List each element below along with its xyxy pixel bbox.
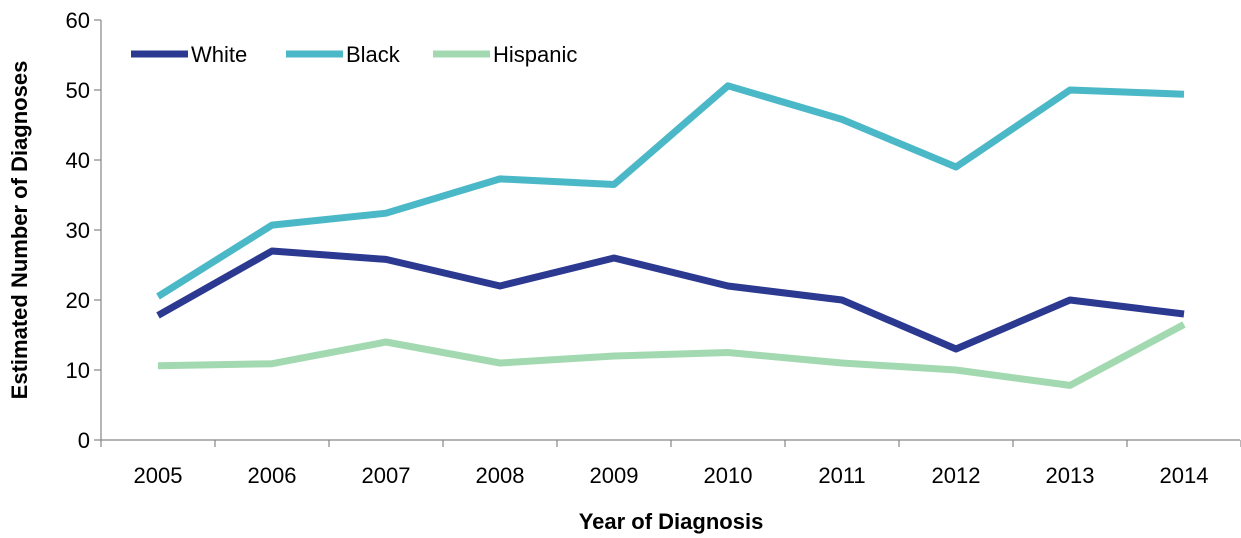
x-tick-label: 2012 [932,463,981,488]
x-tick-label: 2006 [248,463,297,488]
y-tick-label: 60 [66,8,90,33]
series-line-hispanic [157,321,1186,389]
x-tick-label: 2009 [590,463,639,488]
legend-label-hispanic: Hispanic [493,42,577,67]
x-tick-label: 2010 [704,463,753,488]
y-tick-label: 20 [66,288,90,313]
y-tick-label: 0 [78,428,90,453]
y-tick-label: 50 [66,78,90,103]
legend-label-black: Black [346,42,401,67]
y-tick-label: 10 [66,358,90,383]
y-ticks: 0 10 20 30 40 50 60 [66,8,101,453]
series-line-white [156,247,1185,353]
series-line-black [156,82,1185,300]
x-axis-title: Year of Diagnosis [579,509,764,534]
y-tick-label: 40 [66,148,90,173]
legend-label-white: White [191,42,247,67]
series-layer [156,82,1186,389]
legend: White Black Hispanic [131,42,577,67]
x-ticks: 2005 2006 2007 2008 2009 2010 2011 2012 2013 2014 [100,440,1241,488]
x-tick-label: 2008 [476,463,525,488]
x-tick-label: 2014 [1160,463,1209,488]
x-tick-label: 2013 [1046,463,1095,488]
y-axis-title: Estimated Number of Diagnoses [7,61,32,400]
x-tick-label: 2007 [362,463,411,488]
x-tick-label: 2005 [134,463,183,488]
x-tick-label: 2011 [818,463,865,488]
y-tick-label: 30 [66,218,90,243]
